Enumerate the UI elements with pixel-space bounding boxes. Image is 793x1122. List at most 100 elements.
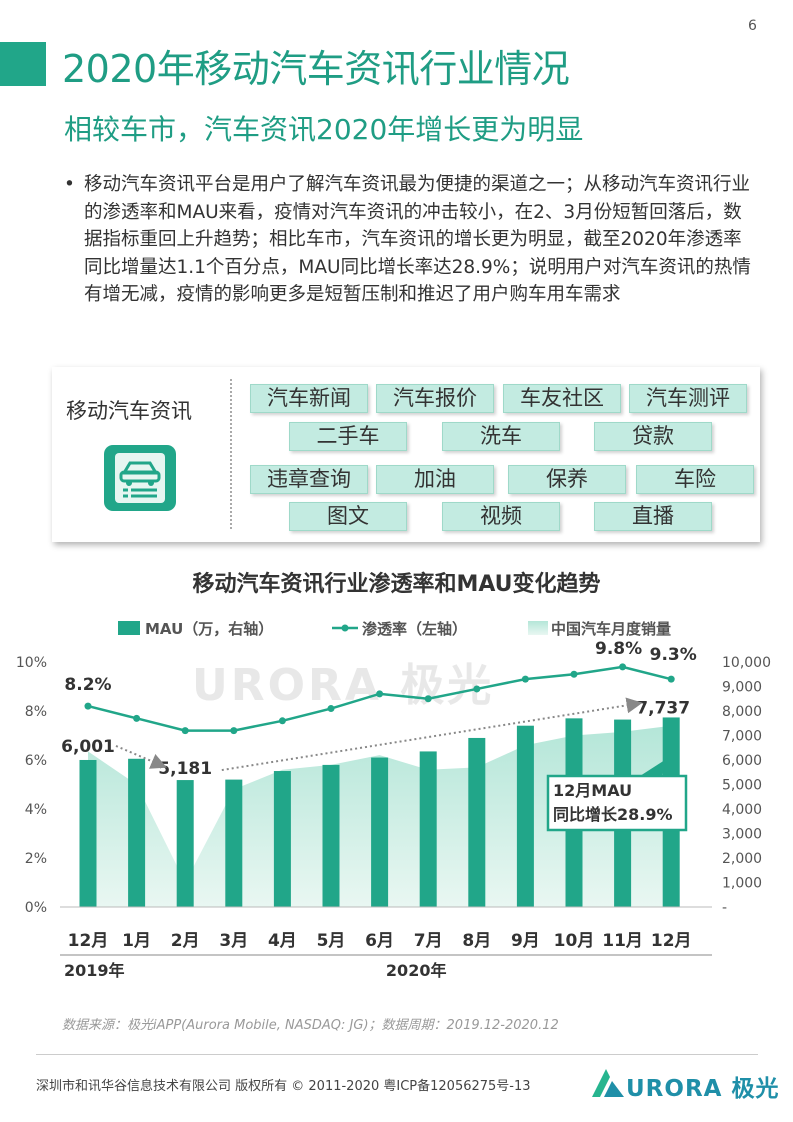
x-tick-label: 8月 [462,931,491,951]
y-right-tick: 8,000 [722,704,762,720]
y-left-tick: 0% [25,900,47,916]
callout-line-2: 同比增长28.9% [553,805,673,824]
penetration-point [619,663,627,671]
tag-video: 视频 [442,502,560,531]
mau-label-low: 5,181 [158,759,212,779]
y-right-tick: - [722,900,727,916]
mau-bar [79,759,97,907]
chart-legend: MAU（万，右轴） 渗透率（左轴） 中国汽车月度销量 [118,620,671,638]
penetration-line-series [84,663,675,735]
x-tick-label: 5月 [317,931,346,951]
tag-loan: 贷款 [594,422,712,451]
bullet-paragraph: • 移动汽车资讯平台是用户了解汽车资讯最为便捷的渠道之一；从移动汽车资讯行业的渗… [64,171,754,309]
y-right-tick: 10,000 [722,655,771,671]
tag-used-car: 二手车 [289,422,407,451]
tag-live: 直播 [594,502,712,531]
bullet-dot: • [64,174,75,195]
y-left-tick: 6% [25,753,47,769]
watermark-text: URORA 极光 [192,660,494,711]
footer-copyright: 深圳市和讯华谷信息技术有限公司 版权所有 © 2011-2020 粤ICP备12… [36,1079,531,1094]
mau-penetration-chart: MAU（万，右轴） 渗透率（左轴） 中国汽车月度销量 URORA 极光 0% 2% 4%… [16,620,771,980]
penetration-point [570,670,578,678]
data-source: 数据来源：极光iAPP(Aurora Mobile, NASDAQ: JG)；数… [62,1018,559,1033]
x-tick-label: 11月 [602,931,643,951]
y-right-tick: 4,000 [722,802,762,818]
y-right-tick: 3,000 [722,827,762,843]
tag-car-news: 汽车新闻 [250,384,368,413]
penetration-label-last: 9.3% [650,645,697,665]
tag-graphic: 图文 [289,502,407,531]
mau-bar [371,757,389,907]
tag-car-wash: 洗车 [442,422,560,451]
y-left-tick: 8% [25,704,47,720]
page-title: 2020年移动汽车资讯行业情况 [62,47,570,91]
x-tick-label: 12月 [68,931,109,951]
mau-label-last: 7,737 [636,698,690,718]
y-left-tick: 4% [25,802,47,818]
tag-car-community: 车友社区 [503,384,621,413]
info-box-divider [230,379,232,529]
page-subtitle: 相较车市，汽车资讯2020年增长更为明显 [64,113,584,146]
chart-axes: 0% 2% 4% 6% 8% 10% - 1,000 2,000 3,000 4,000 5,000 6… [16,655,771,980]
footer-divider [36,1054,758,1055]
penetration-point [667,675,675,683]
penetration-point [278,717,286,725]
callout-pointer [640,758,668,776]
y-left-tick: 10% [16,655,47,671]
info-box: 移动汽车资讯 汽车新闻 汽车报价 车友社区 汽车测评 二手车 洗车 贷款 违章查… [52,367,760,542]
tag-car-price: 汽车报价 [376,384,494,413]
mau-bar [273,771,291,907]
penetration-point [376,690,384,698]
chart-watermark: URORA 极光 [192,660,494,711]
legend-label-sales: 中国汽车月度销量 [551,620,671,638]
mau-bar-series [79,717,680,907]
y-right-tick: 2,000 [722,851,762,867]
x-tick-label: 12月 [651,931,692,951]
chart-data-labels: 8.2% 9.8% 9.3% 6,001 5,181 7,737 12月MAU 同比增长28.… [61,639,697,832]
mau-bar [419,751,437,907]
y-right-tick: 6,000 [722,753,762,769]
penetration-point [327,705,335,713]
bullet-text: 移动汽车资讯平台是用户了解汽车资讯最为便捷的渠道之一；从移动汽车资讯行业的渗透率… [84,174,751,306]
x-tick-label: 7月 [414,931,443,951]
x-tick-label: 2月 [171,931,200,951]
mau-drop-arrow [115,745,167,769]
penetration-label-peak: 9.8% [595,639,642,659]
mau-bar [225,779,243,907]
mau-bar [468,737,486,907]
car-info-icon [102,443,178,513]
tag-refuel: 加油 [376,465,494,494]
legend-label-mau: MAU（万，右轴） [145,620,273,638]
legend-swatch-mau [118,621,140,635]
year-label-2019: 2019年 [64,961,125,980]
penetration-point [473,685,481,693]
tag-car-insurance: 车险 [636,465,754,494]
penetration-point [181,727,189,735]
mau-bar [128,758,146,907]
mau-bar [516,725,534,907]
x-tick-label: 9月 [511,931,540,951]
mau-growth-arrow [221,697,643,772]
y-right-tick: 5,000 [722,778,762,794]
mau-bar [176,780,194,907]
x-tick-label: 4月 [268,931,297,951]
title-accent-bar [0,42,46,86]
penetration-label-first: 8.2% [64,675,111,695]
penetration-point [133,714,141,722]
penetration-point [424,695,432,703]
y-right-tick: 1,000 [722,876,762,892]
mau-label-first: 6,001 [61,737,115,757]
y-right-tick: 9,000 [722,680,762,696]
y-left-tick: 2% [25,851,47,867]
x-tick-label: 10月 [554,931,595,951]
year-label-2020: 2020年 [386,961,447,980]
aurora-logo: URORA 极光 [590,1065,778,1103]
penetration-point [84,702,92,710]
mau-bar [322,764,340,907]
tag-maintenance: 保养 [508,465,626,494]
aurora-logo-icon [592,1069,624,1097]
x-tick-label: 3月 [219,931,248,951]
aurora-logo-text: URORA 极光 [626,1076,780,1102]
penetration-point [230,727,238,735]
x-tick-label: 6月 [365,931,394,951]
